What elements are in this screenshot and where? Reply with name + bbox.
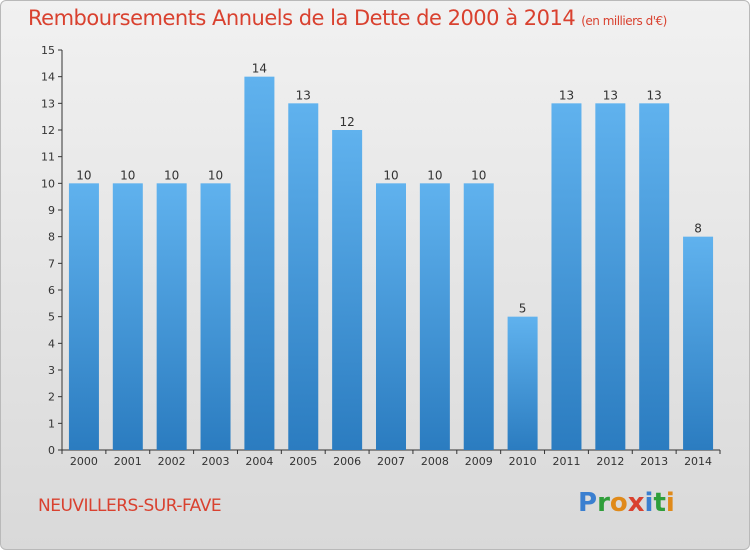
bar-value-label: 10 [383,168,398,182]
x-tick-label: 2008 [421,455,449,468]
logo-letter: r [597,488,610,518]
bar-value-label: 8 [694,222,702,236]
bar [288,103,319,450]
bar [683,236,714,450]
bar-value-label: 10 [471,168,486,182]
x-tick-label: 2010 [509,455,537,468]
bar [200,183,231,451]
bar [376,183,406,451]
y-tick-label: 2 [48,391,55,404]
y-tick-label: 4 [48,337,55,350]
bar-value-label: 14 [252,62,267,76]
y-tick-label: 0 [48,444,55,457]
bar-value-label: 10 [76,168,91,182]
y-tick-label: 6 [48,284,55,297]
logo-letter: i [665,488,675,518]
x-tick-label: 2005 [289,455,317,468]
y-tick-label: 13 [41,97,55,110]
proxiti-logo: Proxiti [578,488,675,518]
x-tick-label: 2001 [114,455,142,468]
y-tick-label: 3 [48,364,55,377]
bar [463,183,494,451]
logo-letter: t [653,488,666,518]
y-tick-label: 11 [41,151,55,164]
chart-labels: 10 2000 10 2001 10 2002 10 2003 14 2004 13 2005 12 20… [70,62,712,468]
x-tick-label: 2006 [333,455,361,468]
x-tick-label: 2012 [596,455,624,468]
bar [639,103,670,450]
chart-title-text: Remboursements Annuels de la Dette de 20… [28,6,576,30]
y-tick-label: 1 [48,417,55,430]
bar-value-label: 13 [603,88,618,102]
bar-value-label: 10 [208,168,223,182]
place-name: NEUVILLERS-SUR-FAVE [38,496,222,516]
bar-value-label: 13 [647,88,662,102]
bar [156,183,187,451]
x-tick-label: 2002 [158,455,186,468]
bar-value-label: 13 [296,88,311,102]
y-tick-label: 7 [48,257,55,270]
x-tick-label: 2007 [377,455,405,468]
y-tick-label: 10 [41,177,55,190]
x-tick-label: 2011 [552,455,580,468]
bar [244,76,275,451]
unit-note: (en milliers d'€) [581,14,667,28]
logo-letter: P [578,488,598,518]
bar [551,103,582,450]
chart-title: Remboursements Annuels de la Dette de 20… [28,6,667,30]
x-tick-label: 2004 [245,455,273,468]
bar-value-label: 12 [339,115,354,129]
bar [112,183,143,451]
bar-value-label: 10 [164,168,179,182]
bar [68,183,99,451]
x-tick-label: 2009 [465,455,493,468]
bar [419,183,450,451]
chart-bars [68,76,714,451]
y-tick-label: 14 [41,71,55,84]
x-tick-label: 2014 [684,455,712,468]
bar-value-label: 10 [427,168,442,182]
bar [595,103,626,450]
logo-letter: o [609,488,628,518]
bar [507,316,538,450]
bar-value-label: 5 [519,302,527,316]
bar [332,130,363,450]
y-tick-label: 12 [41,124,55,137]
x-tick-label: 2000 [70,455,98,468]
logo-letter: i [644,488,654,518]
x-tick-label: 2003 [202,455,230,468]
y-tick-label: 5 [48,311,55,324]
bar-value-label: 10 [120,168,135,182]
bar-value-label: 13 [559,88,574,102]
y-tick-label: 15 [41,44,55,57]
logo-letter: x [627,488,645,518]
x-tick-label: 2013 [640,455,668,468]
y-tick-label: 9 [48,204,55,217]
y-tick-label: 8 [48,231,55,244]
